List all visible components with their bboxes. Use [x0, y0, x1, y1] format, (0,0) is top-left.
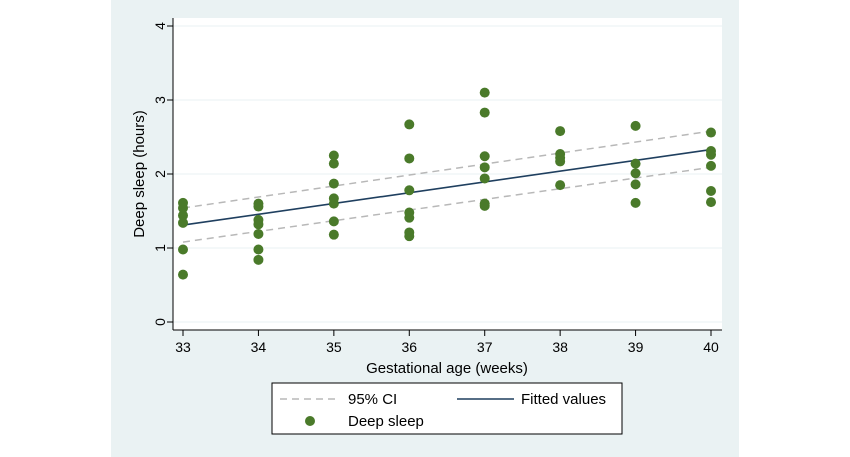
data-point-48 [706, 186, 716, 197]
data-point-14 [328, 158, 339, 169]
x-tick-label-0: 33 [175, 339, 191, 355]
x-tick-label-4: 37 [477, 339, 493, 355]
x-axis-title: Gestational age (weeks) [366, 360, 528, 377]
data-point-34 [555, 126, 566, 137]
legend-marker-swatch [305, 416, 315, 426]
legend: 95% CI Fitted values Deep sleep [271, 382, 623, 435]
x-tick-label-5: 38 [552, 339, 568, 355]
y-tick-label-1: 1 [152, 244, 168, 252]
x-tick-label-7: 40 [703, 339, 719, 355]
data-point-12 [253, 254, 264, 265]
data-point-19 [328, 229, 339, 240]
ci-lines [182, 130, 712, 243]
grid-lines [173, 25, 722, 323]
x-tick-label-3: 36 [401, 339, 417, 355]
y-axis-title: Deep sleep (hours) [131, 110, 148, 238]
y-tick-label-4: 4 [152, 22, 168, 30]
data-point-21 [404, 153, 415, 164]
data-point-37 [555, 156, 566, 167]
data-point-30 [479, 162, 490, 173]
data-point-1 [178, 203, 188, 214]
data-point-31 [479, 173, 490, 184]
data-point-43 [630, 197, 641, 208]
data-point-47 [706, 160, 716, 171]
data-point-40 [630, 158, 641, 169]
legend-box [271, 382, 623, 435]
data-point-24 [404, 212, 415, 223]
y-tick-label-0: 0 [152, 318, 168, 326]
data-point-29 [479, 151, 490, 162]
data-point-26 [404, 231, 415, 242]
fitted-values-line [182, 148, 712, 226]
y-tick-label-3: 3 [152, 96, 168, 104]
ci-lower-line [182, 166, 712, 243]
data-point-39 [630, 120, 641, 131]
data-point-49 [706, 197, 716, 208]
data-point-46 [706, 149, 716, 160]
x-tick-label-6: 39 [628, 339, 644, 355]
data-point-27 [479, 87, 490, 98]
data-point-11 [253, 244, 264, 255]
x-tick-label-2: 35 [326, 339, 342, 355]
data-point-2 [178, 210, 188, 221]
legend-ci-label: 95% CI [348, 391, 397, 408]
data-point-38 [555, 180, 566, 191]
ci-upper-line [182, 130, 712, 209]
data-point-44 [706, 127, 716, 138]
data-point-28 [479, 107, 490, 118]
data-point-10 [253, 228, 264, 239]
data-point-9 [253, 219, 264, 230]
data-point-33 [479, 200, 490, 211]
data-point-15 [328, 178, 339, 189]
data-point-41 [630, 168, 641, 179]
data-point-17 [328, 198, 339, 209]
data-point-42 [630, 179, 641, 190]
data-point-5 [178, 269, 188, 280]
data-point-13 [328, 150, 339, 161]
legend-marker-label: Deep sleep [348, 413, 424, 430]
data-point-20 [404, 119, 415, 130]
data-points [178, 87, 716, 280]
data-point-4 [178, 244, 188, 255]
data-point-22 [404, 185, 415, 196]
y-tick-label-2: 2 [152, 170, 168, 178]
data-point-7 [253, 201, 264, 212]
data-point-3 [178, 217, 188, 228]
legend-fit-label: Fitted values [521, 391, 606, 408]
fitted-line [182, 148, 712, 226]
x-tick-label-1: 34 [251, 339, 267, 355]
data-point-18 [328, 216, 339, 227]
